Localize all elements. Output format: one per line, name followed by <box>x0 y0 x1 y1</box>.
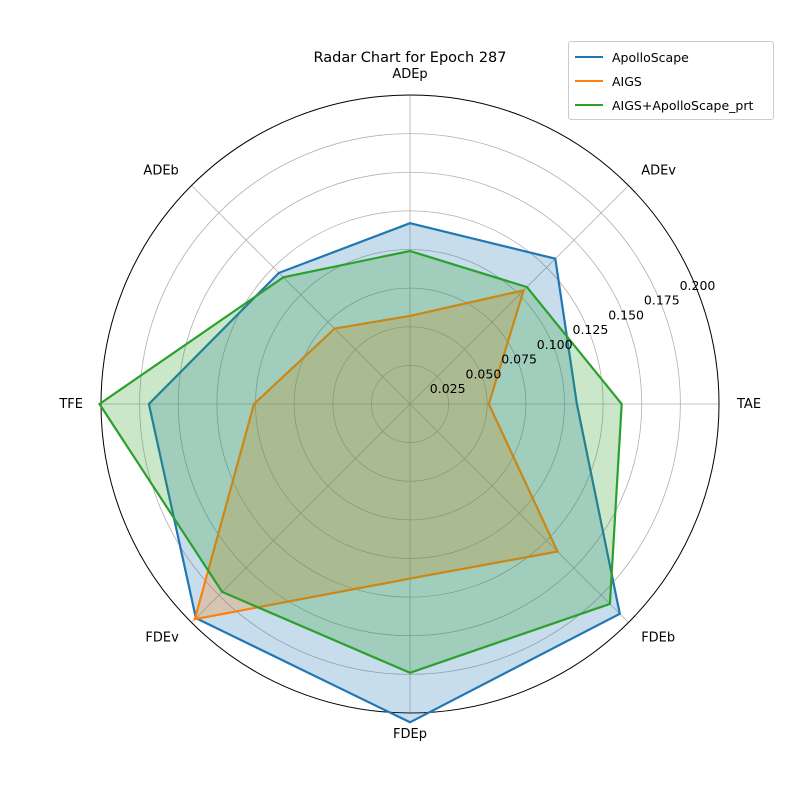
grid-spoke <box>409 185 629 405</box>
axis-label-FDEp: FDEp <box>393 727 427 742</box>
grid-spoke <box>409 403 629 623</box>
r-tick-label: 0.175 <box>644 293 680 308</box>
series-fill-0 <box>148 223 620 723</box>
legend-item: AIGS <box>575 69 767 93</box>
axis-label-ADEb: ADEb <box>143 164 178 179</box>
legend-swatch <box>575 80 603 82</box>
r-tick-label: 0.050 <box>466 366 502 381</box>
series-layer <box>97 222 623 724</box>
legend-swatch <box>575 56 603 58</box>
axis-label-FDEv: FDEv <box>145 630 179 645</box>
axis-label-FDEb: FDEb <box>641 630 675 645</box>
axis-label-ADEv: ADEv <box>641 164 676 179</box>
legend-label: AIGS <box>612 73 642 89</box>
legend-item: ApolloScape <box>575 45 767 69</box>
axis-label-TFE: TFE <box>58 397 83 412</box>
axis-label-ADEp: ADEp <box>392 67 427 82</box>
label-layer: ADEp ADEv TAE FDEb FDEp FDEv TFE ADEb 0.0250.050… <box>58 67 761 742</box>
chart-title: Radar Chart for Epoch 287 <box>314 50 507 66</box>
grid-spoke <box>191 403 411 623</box>
legend-item: AIGS+ApolloScape_prt <box>575 93 767 117</box>
grid-spoke <box>191 185 411 405</box>
r-tick-label: 0.075 <box>501 352 537 367</box>
series-line-0 <box>147 222 622 724</box>
series-fill-2 <box>99 251 622 673</box>
r-tick-label: 0.125 <box>573 322 609 337</box>
legend-label: ApolloScape <box>612 49 689 65</box>
r-tick-label: 0.150 <box>608 307 644 322</box>
series-fill-1 <box>194 290 558 620</box>
r-tick-label: 0.025 <box>430 381 466 396</box>
series-line-2 <box>97 249 623 674</box>
legend-label: AIGS+ApolloScape_prt <box>612 97 754 113</box>
legend-swatch <box>575 104 603 106</box>
legend: ApolloScape AIGS AIGS+ApolloScape_prt <box>568 41 774 120</box>
axis-label-TAE: TAE <box>736 397 761 412</box>
r-tick-label: 0.100 <box>537 337 573 352</box>
r-tick-label: 0.200 <box>680 278 716 293</box>
series-line-1 <box>193 288 560 621</box>
